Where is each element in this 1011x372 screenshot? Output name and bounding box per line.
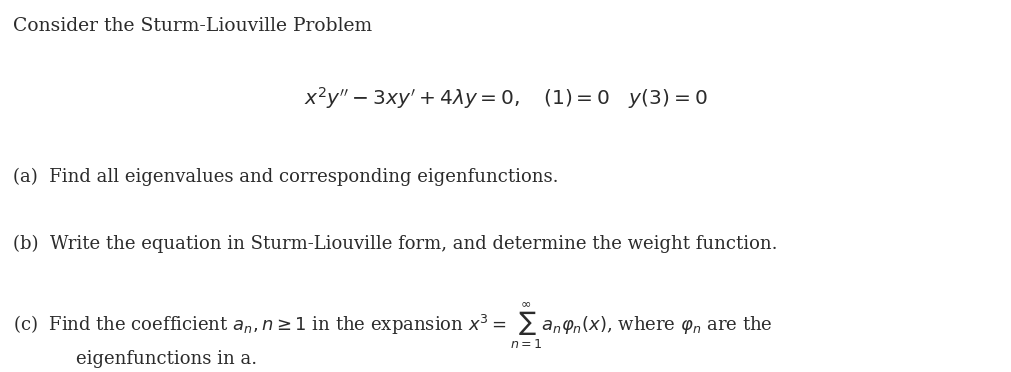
Text: $x^2y'' - 3xy' + 4\lambda y = 0, \quad (1) = 0 \quad y(3) = 0$: $x^2y'' - 3xy' + 4\lambda y = 0, \quad (… — [304, 86, 707, 112]
Text: eigenfunctions in a.: eigenfunctions in a. — [76, 350, 257, 368]
Text: (a)  Find all eigenvalues and corresponding eigenfunctions.: (a) Find all eigenvalues and correspondi… — [13, 167, 558, 186]
Text: (b)  Write the equation in Sturm-Liouville form, and determine the weight functi: (b) Write the equation in Sturm-Liouvill… — [13, 234, 776, 253]
Text: (c)  Find the coefficient $a_n, n \geq 1$ in the expansion $x^3 = \sum_{n=1}^{\i: (c) Find the coefficient $a_n, n \geq 1$… — [13, 301, 772, 352]
Text: Consider the Sturm-Liouville Problem: Consider the Sturm-Liouville Problem — [13, 17, 372, 35]
